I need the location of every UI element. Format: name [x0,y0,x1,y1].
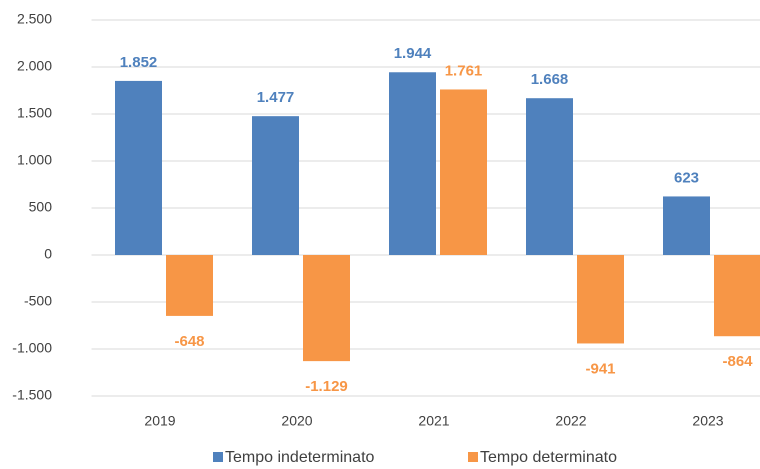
legend-label: Tempo indeterminato [225,449,375,466]
bar [389,72,436,255]
x-tick-label: 2022 [555,413,586,429]
legend-label: Tempo determinato [480,449,617,466]
y-tick-label: 1.000 [17,152,52,168]
data-label: 1.852 [120,54,158,71]
bar [252,116,299,255]
legend-swatch [468,452,478,462]
plot: -1.500 -1.000 -500 0 500 1.000 1.500 2.000 2.500… [12,11,760,466]
bar [166,255,213,316]
y-tick-label: 2.000 [17,58,52,74]
y-tick-label: 1.500 [17,105,52,121]
data-label: 1.477 [257,89,295,106]
data-label: -648 [174,333,204,350]
x-tick-label: 2021 [418,413,449,429]
data-label: -864 [722,353,753,370]
bar [577,255,624,344]
y-tick-label: 500 [29,199,53,215]
bar [714,255,760,337]
x-tick-label: 2020 [281,413,312,429]
y-tick-label: 0 [44,246,52,262]
y-tick-label: -1.000 [12,340,52,356]
y-tick-label: 2.500 [17,11,52,27]
data-label: 1.944 [394,45,432,62]
bar [663,196,710,255]
data-label: -941 [585,360,615,377]
data-label: 1.761 [445,62,483,79]
x-tick-label: 2023 [692,413,723,429]
x-tick-label: 2019 [144,413,175,429]
bar [440,89,487,255]
bar [303,255,350,362]
data-label: 1.668 [531,71,569,88]
data-label: 623 [674,169,699,186]
y-tick-label: -1.500 [12,387,52,403]
legend-swatch [213,452,223,462]
bar [526,98,573,255]
bar [115,80,162,255]
y-tick-label: -500 [24,293,52,309]
data-label: -1.129 [305,378,348,395]
